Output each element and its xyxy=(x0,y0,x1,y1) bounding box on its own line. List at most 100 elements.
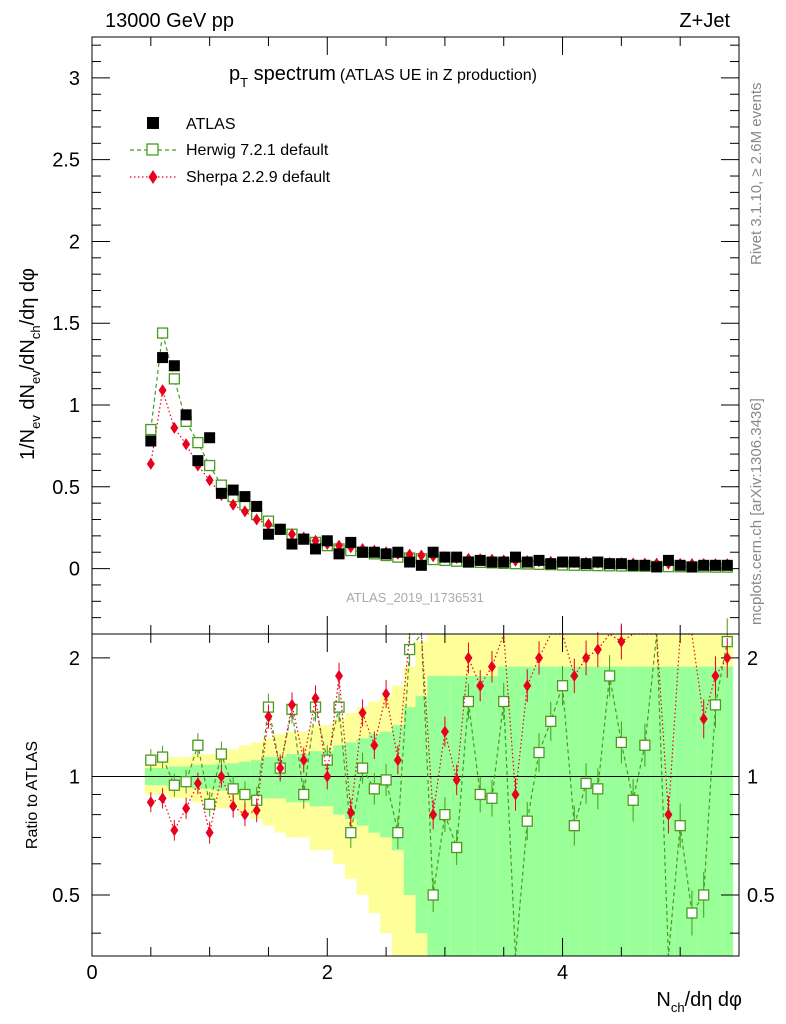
title-word: spectrum xyxy=(248,63,336,85)
process-label: Z+Jet xyxy=(679,10,730,32)
ratio-band-green xyxy=(309,751,322,807)
title-note: (ATLAS UE in Z production) xyxy=(340,67,537,84)
atlas-point xyxy=(239,491,251,503)
herwig-point xyxy=(145,423,157,436)
atlas-point xyxy=(262,528,274,540)
ratio-herwig-point xyxy=(333,701,345,713)
ratio-y-tick-label: 0.5 xyxy=(52,885,80,907)
ratio-x-tick-label: 2 xyxy=(322,962,333,984)
legend-herwig-label: Herwig 7.2.1 default xyxy=(186,142,329,159)
ratio-sherpa-point xyxy=(593,643,602,656)
legend-sherpa-marker xyxy=(148,170,158,184)
atlas-point xyxy=(580,558,592,570)
legend: ATLAS Herwig 7.2.1 default Sherpa 2.2.9 … xyxy=(130,116,331,186)
herwig-point xyxy=(192,436,204,449)
main-y-tick-label: 0 xyxy=(69,559,80,581)
atlas-point xyxy=(227,484,239,496)
ratio-y-tick-label: 1 xyxy=(69,766,80,788)
sherpa-point xyxy=(158,384,167,397)
ratio-herwig-point xyxy=(439,808,451,821)
ratio-sherpa-point xyxy=(711,669,720,682)
ratio-herwig-point xyxy=(592,783,604,795)
ratio-sherpa-point xyxy=(664,808,673,821)
main-axis-ticks xyxy=(91,37,740,634)
atlas-point xyxy=(604,558,616,570)
atlas-point xyxy=(439,551,451,563)
ratio-sherpa-curve xyxy=(150,633,728,833)
main-y-tick-label: 0.5 xyxy=(52,477,80,499)
ratio-herwig-point xyxy=(462,695,475,708)
ratio-band-green xyxy=(509,666,522,956)
ratio-herwig-point xyxy=(156,751,169,763)
ratio-band-green xyxy=(709,666,722,956)
main-plot-area: 0 0.5 1 1.5 2 2.5 3 ATLAS_2019_I1736531 xyxy=(52,37,740,634)
ratio-y-tick-labels: 0.5 0.5 1 1 2 2 xyxy=(52,648,775,907)
ratio-y-tick-label-right: 1 xyxy=(747,766,758,788)
ratio-herwig-point xyxy=(627,794,639,806)
ratio-sherpa-point xyxy=(440,725,449,738)
ratio-herwig-point xyxy=(215,748,228,760)
ratio-sherpa-series xyxy=(146,623,732,844)
ratio-herwig-point xyxy=(380,774,392,786)
legend-atlas-label: ATLAS xyxy=(186,116,236,133)
ratio-band-green xyxy=(556,666,569,956)
ratio-frame xyxy=(91,633,740,957)
sherpa-point xyxy=(264,518,273,531)
mcplots-label: mcplots.cern.ch [arXiv:1306.3436] xyxy=(748,398,765,625)
ratio-band-green xyxy=(591,666,604,956)
atlas-point xyxy=(357,546,369,558)
ratio-sherpa-point xyxy=(217,770,226,783)
sherpa-point xyxy=(417,549,426,562)
atlas-point xyxy=(204,432,216,444)
ratio-sherpa-point xyxy=(452,773,461,786)
ratio-band-green xyxy=(497,666,510,956)
ratio-herwig-point xyxy=(615,736,628,749)
ratio-band-green xyxy=(697,666,710,956)
ratio-herwig-point xyxy=(203,798,216,810)
atlas-point xyxy=(168,360,180,372)
atlas-point xyxy=(627,559,639,571)
atlas-point xyxy=(321,535,333,547)
atlas-point xyxy=(592,556,604,568)
ratio-herwig-point xyxy=(580,777,592,790)
chart-title: pT spectrum (ATLAS UE in Z production) xyxy=(229,63,537,90)
x-label-rest: /dη dφ xyxy=(685,989,742,1011)
ratio-band-green xyxy=(391,725,404,851)
sherpa-point xyxy=(287,528,296,541)
ratio-sherpa-point xyxy=(464,651,473,664)
atlas-point xyxy=(615,558,627,570)
ratio-band-green xyxy=(415,696,428,934)
ratio-sherpa-point xyxy=(429,808,438,821)
ratio-band-green xyxy=(721,666,734,956)
ratio-plot-area xyxy=(91,618,740,957)
ratio-herwig-point xyxy=(168,779,180,791)
atlas-point xyxy=(651,561,663,573)
ratio-sherpa-point xyxy=(370,739,379,752)
ratio-sherpa-point xyxy=(299,754,308,767)
ratio-herwig-point xyxy=(698,889,710,901)
ratio-sherpa-point xyxy=(323,770,332,783)
ratio-herwig-point xyxy=(486,792,498,804)
ratio-sherpa-point xyxy=(382,687,391,700)
ratio-herwig-point xyxy=(686,907,698,919)
atlas-point xyxy=(274,523,286,535)
legend-atlas-marker xyxy=(147,117,159,129)
ratio-herwig-point xyxy=(356,762,369,774)
atlas-point xyxy=(662,554,674,566)
sherpa-point xyxy=(146,457,155,470)
atlas-point xyxy=(427,546,439,558)
ratio-band-green xyxy=(262,757,275,799)
atlas-point xyxy=(568,556,580,568)
ratio-herwig-point xyxy=(556,680,569,692)
ratio-band-green xyxy=(544,666,557,956)
ratio-sherpa-point xyxy=(311,692,320,705)
ratio-band-green xyxy=(580,666,592,956)
ratio-sherpa-point xyxy=(535,651,544,664)
ratio-sherpa-point xyxy=(287,698,296,711)
atlas-point xyxy=(486,556,498,568)
ratio-sherpa-point xyxy=(723,651,732,664)
atlas-point xyxy=(368,546,380,558)
atlas-point xyxy=(557,556,569,568)
ratio-band-green xyxy=(639,666,651,956)
